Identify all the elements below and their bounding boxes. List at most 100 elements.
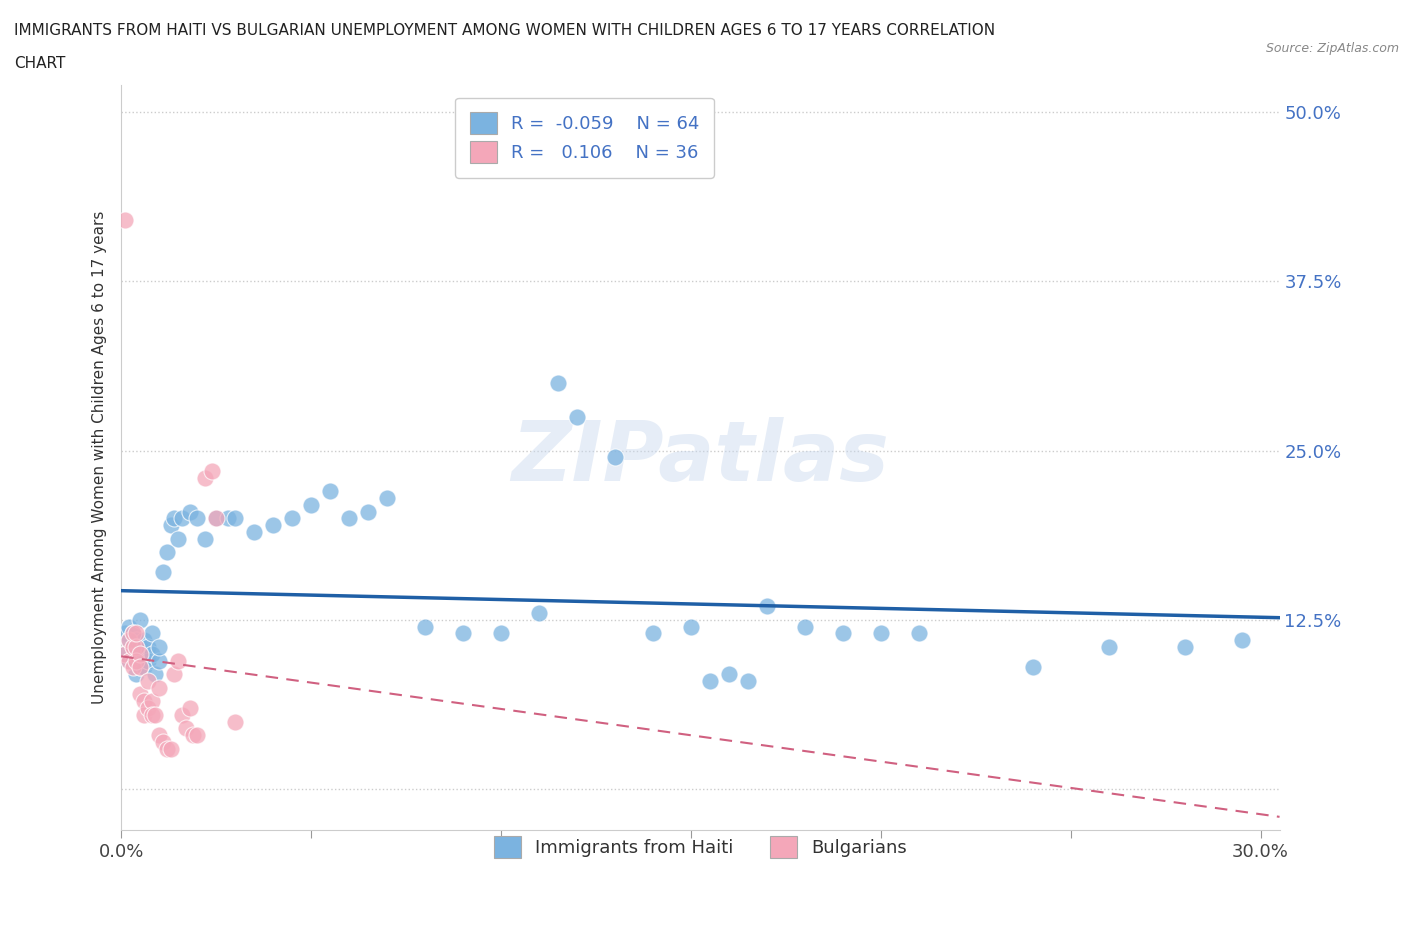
Point (413, 619, 436, 634)
Point (114, 646, 136, 661)
Point (527, 605, 550, 620)
Point (194, 471, 217, 485)
Point (118, 632, 141, 647)
Point (141, 626, 163, 641)
Point (167, 653, 190, 668)
Point (141, 708, 163, 723)
Point (136, 653, 159, 668)
Point (118, 653, 141, 668)
Point (451, 626, 474, 641)
Point (129, 646, 152, 661)
Y-axis label: Unemployment Among Women with Children Ages 6 to 17 years: Unemployment Among Women with Children A… (93, 210, 107, 704)
Point (148, 640, 170, 655)
Point (243, 525, 266, 539)
Point (136, 700, 159, 715)
Point (121, 626, 143, 641)
Point (114, 646, 136, 661)
Point (125, 632, 148, 647)
Point (132, 632, 155, 647)
Point (129, 640, 152, 655)
Point (125, 646, 148, 661)
Point (183, 727, 205, 742)
Point (194, 531, 217, 546)
Point (129, 660, 152, 675)
Point (159, 741, 181, 756)
Point (148, 653, 170, 668)
Point (156, 545, 179, 560)
Point (699, 673, 721, 688)
Point (118, 632, 141, 647)
Point (125, 626, 148, 641)
Point (163, 667, 186, 682)
Point (186, 511, 208, 525)
Text: ZIPatlas: ZIPatlas (512, 417, 890, 498)
Point (132, 694, 155, 709)
Point (299, 498, 322, 512)
Point (205, 511, 228, 525)
Point (831, 626, 853, 641)
Point (489, 626, 512, 641)
Point (224, 714, 246, 729)
Point (129, 613, 152, 628)
Point (141, 694, 163, 709)
Point (793, 619, 815, 634)
Point (156, 741, 179, 756)
Text: IMMIGRANTS FROM HAITI VS BULGARIAN UNEMPLOYMENT AMONG WOMEN WITH CHILDREN AGES 6: IMMIGRANTS FROM HAITI VS BULGARIAN UNEMP… (14, 23, 995, 38)
Point (907, 626, 929, 641)
Point (118, 619, 141, 634)
Point (170, 708, 193, 723)
Point (205, 511, 228, 525)
Point (148, 680, 170, 695)
Point (1230, 632, 1253, 647)
Point (152, 565, 174, 580)
Point (717, 667, 740, 682)
Point (1174, 640, 1197, 655)
Point (565, 409, 588, 424)
Point (679, 619, 702, 634)
Point (148, 727, 170, 742)
Point (217, 511, 239, 525)
Point (163, 511, 186, 525)
Point (121, 660, 143, 675)
Point (132, 708, 155, 723)
Point (737, 673, 759, 688)
Point (118, 653, 141, 668)
Point (141, 646, 163, 661)
Point (159, 518, 181, 533)
Point (145, 667, 167, 682)
Point (357, 504, 380, 519)
Point (114, 213, 136, 228)
Text: Source: ZipAtlas.com: Source: ZipAtlas.com (1265, 42, 1399, 55)
Point (125, 653, 148, 668)
Point (337, 511, 360, 525)
Point (132, 660, 155, 675)
Point (121, 640, 143, 655)
Point (1021, 660, 1043, 675)
Point (755, 599, 778, 614)
Point (125, 667, 148, 682)
Point (1098, 640, 1121, 655)
Point (201, 463, 224, 478)
Point (174, 721, 197, 736)
Point (281, 511, 304, 525)
Point (603, 450, 626, 465)
Text: CHART: CHART (14, 56, 66, 71)
Point (641, 626, 664, 641)
Point (136, 640, 159, 655)
Point (170, 511, 193, 525)
Point (121, 640, 143, 655)
Point (136, 673, 159, 688)
Point (179, 700, 201, 715)
Point (224, 511, 246, 525)
Point (186, 727, 208, 742)
Point (145, 708, 167, 723)
Point (179, 504, 201, 519)
Point (114, 626, 136, 641)
Point (547, 376, 569, 391)
Point (129, 687, 152, 702)
Point (319, 484, 342, 498)
Point (125, 640, 148, 655)
Point (262, 518, 284, 533)
Point (129, 660, 152, 675)
Point (869, 626, 891, 641)
